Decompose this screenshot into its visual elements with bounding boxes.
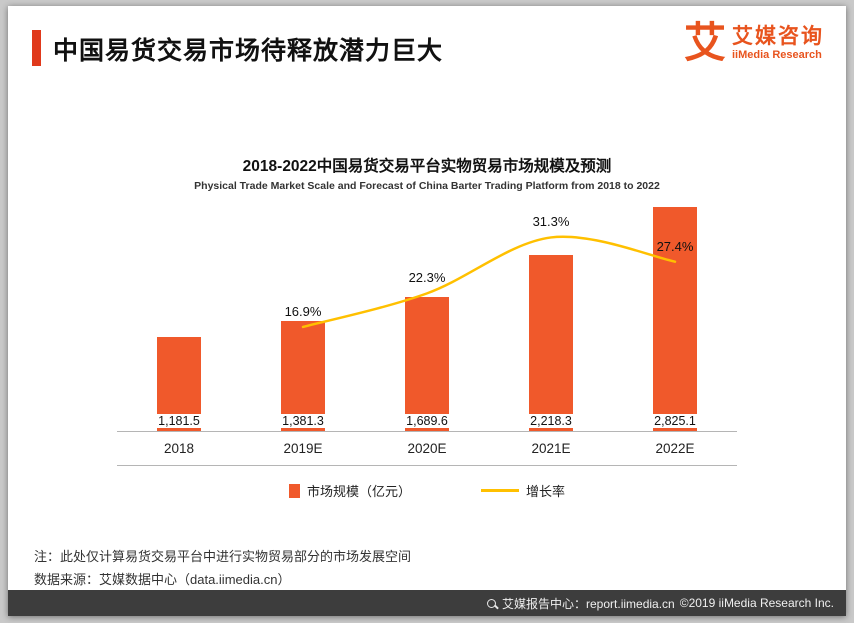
bar-value-label: 1,181.5 (117, 414, 241, 428)
market-scale-bar (405, 297, 449, 431)
x-axis: 2018 2019E 2020E 2021E 2022E (117, 432, 737, 466)
footer-bar: 艾媒报告中心：report.iimedia.cn ©2019 iiMedia R… (8, 590, 846, 616)
logo-text: 艾媒咨询 iiMedia Research (732, 25, 824, 62)
line-series-swatch (481, 489, 519, 492)
chart-subtitle: Physical Trade Market Scale and Forecast… (194, 180, 660, 192)
logo-name-en: iiMedia Research (732, 48, 822, 61)
market-scale-bar (653, 206, 697, 431)
growth-rate-label: 16.9% (284, 303, 322, 319)
plot-area: 1,181.5 1,381.3 1,689.6 2,218.3 2,825.1 16.9%… (117, 202, 737, 432)
iimedia-logo: 艾 艾媒咨询 iiMedia Research (684, 22, 824, 64)
footer-copyright: ©2019 iiMedia Research Inc. (679, 596, 834, 610)
market-scale-bar (281, 321, 325, 431)
bar-series-swatch (288, 483, 300, 498)
growth-rate-label: 31.3% (532, 214, 570, 230)
bar-value-label: 2,218.3 (489, 414, 613, 428)
chart: 2018-2022中国易货交易平台实物贸易市场规模及预测 Physical Tr… (8, 154, 846, 500)
legend-item-market-scale: 市场规模（亿元） (288, 481, 411, 500)
footer-report-center: 艾媒报告中心：report.iimedia.cn (502, 596, 675, 611)
footnotes: 注：此处仅计算易货交易平台中进行实物贸易部分的市场发展空间 数据来源：艾媒数据中… (34, 546, 411, 592)
market-scale-bar (529, 255, 573, 431)
footnote-data-source: 数据来源：艾媒数据中心（data.iimedia.cn） (34, 571, 291, 587)
x-axis-label: 2019E (283, 441, 323, 456)
growth-rate-line (301, 235, 677, 329)
page-title: 中国易货交易市场待释放潜力巨大 (53, 37, 444, 65)
x-axis-label: 2022E (655, 441, 695, 456)
line-series-label: 增长率 (526, 484, 566, 499)
legend-item-growth-rate: 增长率 (481, 481, 565, 500)
x-axis-label: 2018 (163, 441, 195, 456)
bar-value-label: 1,381.3 (241, 414, 365, 428)
growth-rate-label: 22.3% (408, 270, 446, 286)
bar-value-label: 1,689.6 (365, 414, 489, 428)
chart-title: 2018-2022中国易货交易平台实物贸易市场规模及预测 (242, 158, 612, 175)
iimedia-logo-icon: 艾 (683, 19, 726, 66)
bar-series-label: 市场规模（亿元） (306, 484, 411, 499)
report-card: 中国易货交易市场待释放潜力巨大 艾 艾媒咨询 iiMedia Research … (8, 6, 846, 616)
chart-legend: 市场规模（亿元） 增长率 (8, 481, 846, 500)
x-axis-label: 2021E (531, 441, 571, 456)
footnote-scope: 注：此处仅计算易货交易平台中进行实物贸易部分的市场发展空间 (34, 549, 412, 564)
logo-name-cn: 艾媒咨询 (732, 24, 824, 48)
x-axis-label: 2020E (407, 441, 447, 456)
bar-value-label: 2,825.1 (613, 414, 737, 428)
magnifier-icon (487, 598, 497, 608)
title-accent-bar (32, 30, 41, 66)
growth-rate-label: 27.4% (656, 238, 694, 254)
